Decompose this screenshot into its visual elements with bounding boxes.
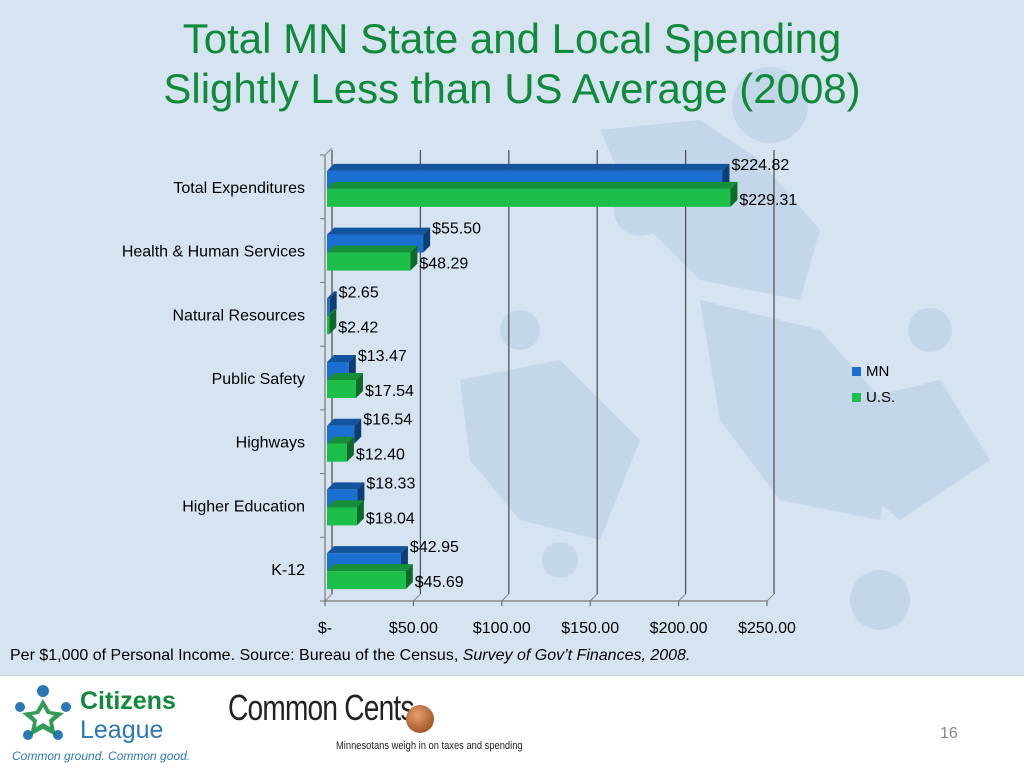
citizens-league-logo: Citizens League Common ground. Common go… bbox=[12, 683, 202, 763]
bar-chart: $- $50.00 $100.00 $150.00 $200.00 $250.00 Tota… bbox=[122, 147, 895, 637]
data-label: $48.29 bbox=[419, 256, 468, 273]
legend-swatch bbox=[852, 367, 861, 376]
citizens-league-name-line-2: League bbox=[80, 716, 164, 744]
data-label: $18.04 bbox=[366, 510, 415, 527]
footer: Citizens League Common ground. Common go… bbox=[0, 675, 1024, 768]
bar-us bbox=[327, 373, 364, 398]
data-label: $13.47 bbox=[358, 348, 407, 365]
category-label: Higher Education bbox=[182, 498, 305, 515]
x-tick-label: $250.00 bbox=[738, 620, 796, 637]
data-label: $17.54 bbox=[365, 383, 414, 400]
category-label: Health & Human Services bbox=[122, 244, 305, 261]
source-text: Per $1,000 of Personal Income. Source: B… bbox=[10, 647, 463, 664]
x-gridline-floor bbox=[589, 593, 598, 602]
source-note: Per $1,000 of Personal Income. Source: B… bbox=[10, 647, 690, 665]
y-axis-depth bbox=[324, 147, 333, 156]
citizens-league-star-icon bbox=[15, 685, 71, 740]
category-label: Natural Resources bbox=[173, 307, 306, 324]
data-label: $12.40 bbox=[356, 447, 405, 464]
category-label: Highways bbox=[236, 435, 305, 452]
category-label: Public Safety bbox=[212, 371, 305, 388]
legend-swatch bbox=[852, 393, 861, 402]
x-tick-label: $200.00 bbox=[650, 620, 708, 637]
common-cents-name: Common Cents bbox=[228, 687, 414, 728]
data-label: $55.50 bbox=[432, 221, 481, 238]
slide-title: Total MN State and Local Spending Slight… bbox=[0, 14, 1024, 114]
bar-us bbox=[327, 245, 418, 271]
chart-labels: $- $50.00 $100.00 $150.00 $200.00 $250.00 Tota… bbox=[122, 157, 798, 637]
title-line-1: Total MN State and Local Spending bbox=[182, 15, 842, 62]
legend-label: U.S. bbox=[866, 389, 895, 406]
slide: Total MN State and Local Spending Slight… bbox=[0, 0, 1024, 675]
chart-bars bbox=[327, 163, 738, 590]
penny-icon bbox=[406, 705, 434, 733]
data-label: $45.69 bbox=[415, 574, 464, 591]
common-cents-logo: Common Cents Minnesotans weigh in on tax… bbox=[228, 685, 528, 755]
data-label: $2.65 bbox=[339, 284, 379, 301]
data-label: $2.42 bbox=[338, 319, 378, 336]
common-cents-tagline: Minnesotans weigh in on taxes and spendi… bbox=[336, 740, 523, 752]
x-tick-label: $100.00 bbox=[473, 620, 531, 637]
page-number: 16 bbox=[940, 725, 958, 742]
bar-us bbox=[327, 564, 413, 590]
citizens-league-name-line-1: Citizens bbox=[80, 687, 176, 715]
category-label: K-12 bbox=[271, 562, 305, 579]
title-line-2: Slightly Less than US Average (2008) bbox=[163, 65, 861, 112]
bar-us bbox=[327, 181, 738, 207]
data-label: $229.31 bbox=[739, 192, 797, 209]
citizens-league-tagline: Common ground. Common good. bbox=[12, 749, 191, 763]
x-tick-label: $150.00 bbox=[561, 620, 619, 637]
data-label: $16.54 bbox=[363, 412, 412, 429]
x-gridline-floor bbox=[501, 593, 510, 602]
footer-divider bbox=[0, 675, 1024, 676]
x-gridline-floor bbox=[324, 593, 333, 602]
category-label: Total Expenditures bbox=[173, 180, 305, 197]
data-label: $224.82 bbox=[731, 157, 789, 174]
data-label: $18.33 bbox=[366, 475, 415, 492]
x-tick-label: $50.00 bbox=[389, 620, 438, 637]
chart-legend: MN U.S. bbox=[852, 363, 895, 406]
x-gridline-floor bbox=[413, 593, 421, 602]
x-gridline-floor bbox=[766, 593, 775, 602]
chart-axes bbox=[320, 147, 768, 606]
source-publication: Survey of Gov’t Finances, 2008. bbox=[462, 647, 691, 664]
data-label: $42.95 bbox=[410, 539, 459, 556]
x-gridline-floor bbox=[678, 593, 686, 602]
bar-us bbox=[327, 436, 354, 462]
bar-us bbox=[327, 500, 364, 526]
legend-label: MN bbox=[866, 363, 889, 380]
x-tick-label: $- bbox=[318, 620, 332, 637]
bar-us bbox=[327, 309, 337, 335]
chart-gridlines bbox=[324, 150, 775, 602]
citizens-league-watermark-icon bbox=[460, 67, 990, 630]
